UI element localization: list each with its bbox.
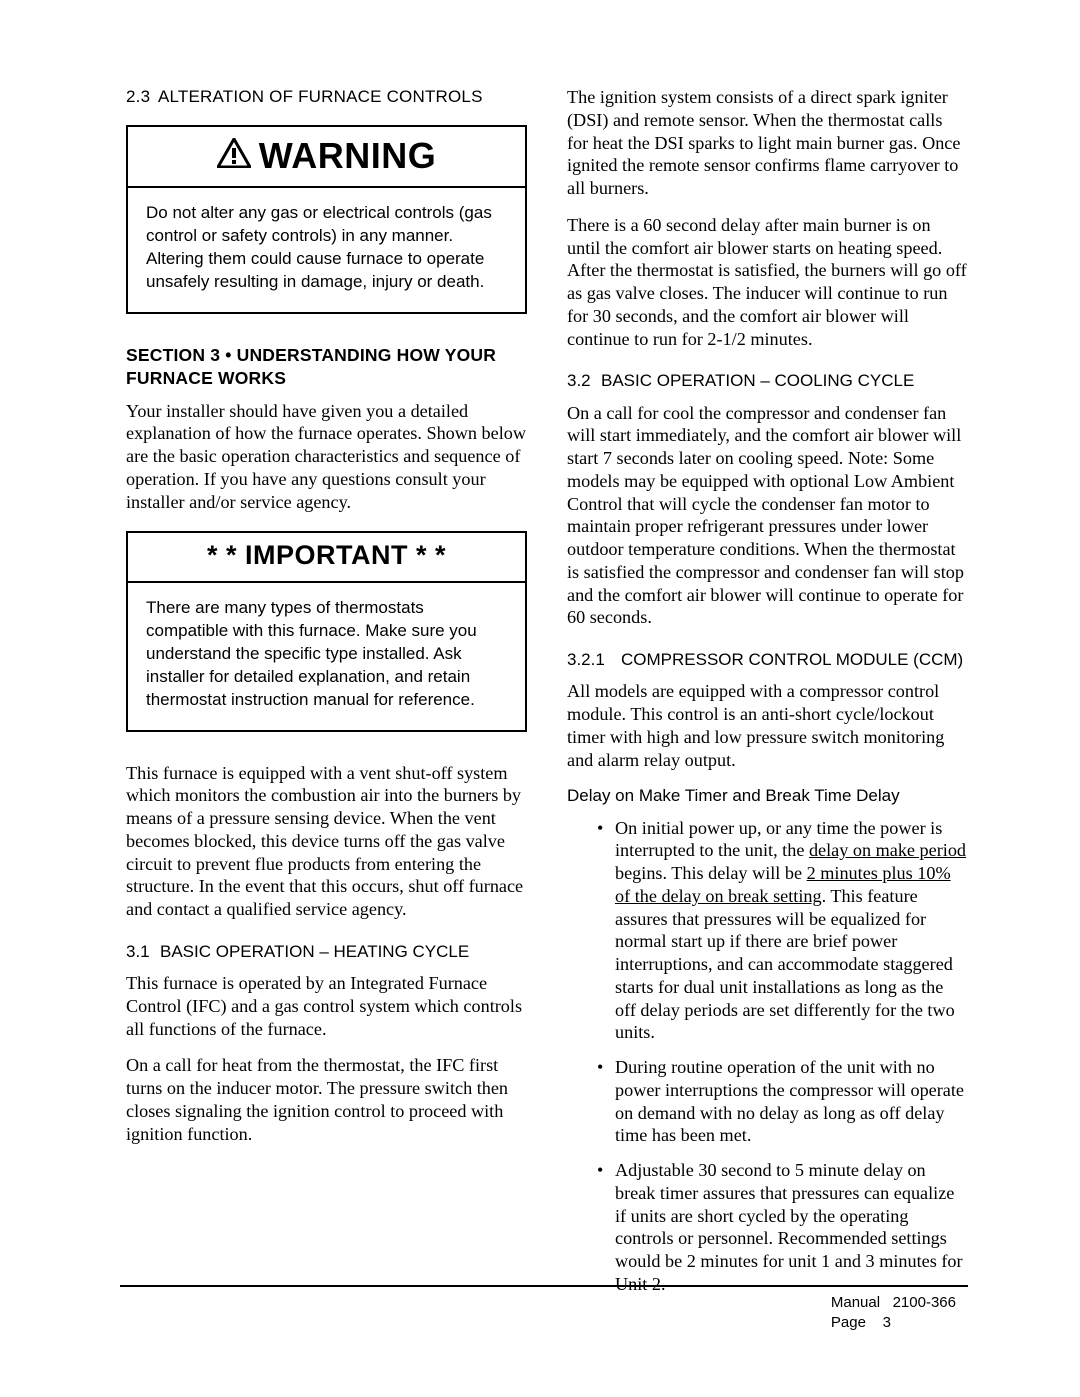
two-column-layout: 2.3ALTERATION OF FURNACE CONTROLS WARNIN… bbox=[126, 86, 968, 1308]
warning-triangle-icon bbox=[217, 138, 251, 174]
heading-text: COMPRESSOR CONTROL MODULE (CCM) bbox=[621, 649, 963, 670]
left-column: 2.3ALTERATION OF FURNACE CONTROLS WARNIN… bbox=[126, 86, 527, 1308]
delay-timer-subheading: Delay on Make Timer and Break Time Delay bbox=[567, 785, 968, 806]
heading-number: 3.1 bbox=[126, 941, 160, 962]
heading-text: ALTERATION OF FURNACE CONTROLS bbox=[158, 87, 483, 106]
list-item: On initial power up, or any time the pow… bbox=[597, 817, 968, 1045]
warning-box-header: WARNING bbox=[128, 127, 525, 188]
list-item: During routine operation of the unit wit… bbox=[597, 1056, 968, 1147]
warning-label: WARNING bbox=[259, 138, 437, 174]
underlined-text: delay on make period bbox=[809, 840, 966, 860]
heading-text: BASIC OPERATION – COOLING CYCLE bbox=[601, 371, 914, 390]
text: begins. This delay will be bbox=[615, 863, 807, 883]
heading-number: 3.2 bbox=[567, 370, 601, 391]
ignition-paragraph-1: The ignition system consists of a direct… bbox=[567, 86, 968, 200]
vent-shutoff-paragraph: This furnace is equipped with a vent shu… bbox=[126, 762, 527, 921]
ccm-paragraph: All models are equipped with a compresso… bbox=[567, 680, 968, 771]
cooling-cycle-paragraph: On a call for cool the compressor and co… bbox=[567, 402, 968, 630]
heading-2-3: 2.3ALTERATION OF FURNACE CONTROLS bbox=[126, 86, 527, 107]
page-number: 3 bbox=[883, 1314, 891, 1331]
warning-box: WARNING Do not alter any gas or electric… bbox=[126, 125, 527, 314]
ignition-paragraph-2: There is a 60 second delay after main bu… bbox=[567, 214, 968, 351]
manual-label: Manual bbox=[831, 1294, 880, 1311]
heading-text: BASIC OPERATION – HEATING CYCLE bbox=[160, 942, 469, 961]
heading-3-2-1: 3.2.1 COMPRESSOR CONTROL MODULE (CCM) bbox=[567, 649, 968, 670]
text: . This feature assures that pressures wi… bbox=[615, 886, 955, 1043]
page-label: Page bbox=[831, 1314, 866, 1331]
warning-body: Do not alter any gas or electrical contr… bbox=[128, 188, 525, 312]
important-body: There are many types of thermostats comp… bbox=[128, 583, 525, 730]
heating-cycle-paragraph-2: On a call for heat from the thermostat, … bbox=[126, 1054, 527, 1145]
section-3-heading: SECTION 3 • UNDERSTANDING HOW YOUR FURNA… bbox=[126, 344, 527, 390]
footer-rule bbox=[120, 1285, 968, 1287]
important-box: * * IMPORTANT * * There are many types o… bbox=[126, 531, 527, 731]
page: 2.3ALTERATION OF FURNACE CONTROLS WARNIN… bbox=[0, 0, 1080, 1397]
heading-number: 3.2.1 bbox=[567, 649, 621, 670]
list-item: Adjustable 30 second to 5 minute delay o… bbox=[597, 1159, 968, 1296]
heating-cycle-paragraph-1: This furnace is operated by an Integrate… bbox=[126, 972, 527, 1040]
right-column: The ignition system consists of a direct… bbox=[567, 86, 968, 1308]
section-3-intro-paragraph: Your installer should have given you a d… bbox=[126, 400, 527, 514]
heading-3-2: 3.2BASIC OPERATION – COOLING CYCLE bbox=[567, 370, 968, 391]
heading-3-1: 3.1BASIC OPERATION – HEATING CYCLE bbox=[126, 941, 527, 962]
important-box-header: * * IMPORTANT * * bbox=[128, 533, 525, 583]
delay-bullet-list: On initial power up, or any time the pow… bbox=[567, 817, 968, 1296]
heading-number: 2.3 bbox=[126, 86, 158, 107]
page-footer: Manual 2100-366 Page 3 bbox=[831, 1293, 956, 1334]
manual-number: 2100-366 bbox=[893, 1294, 956, 1311]
